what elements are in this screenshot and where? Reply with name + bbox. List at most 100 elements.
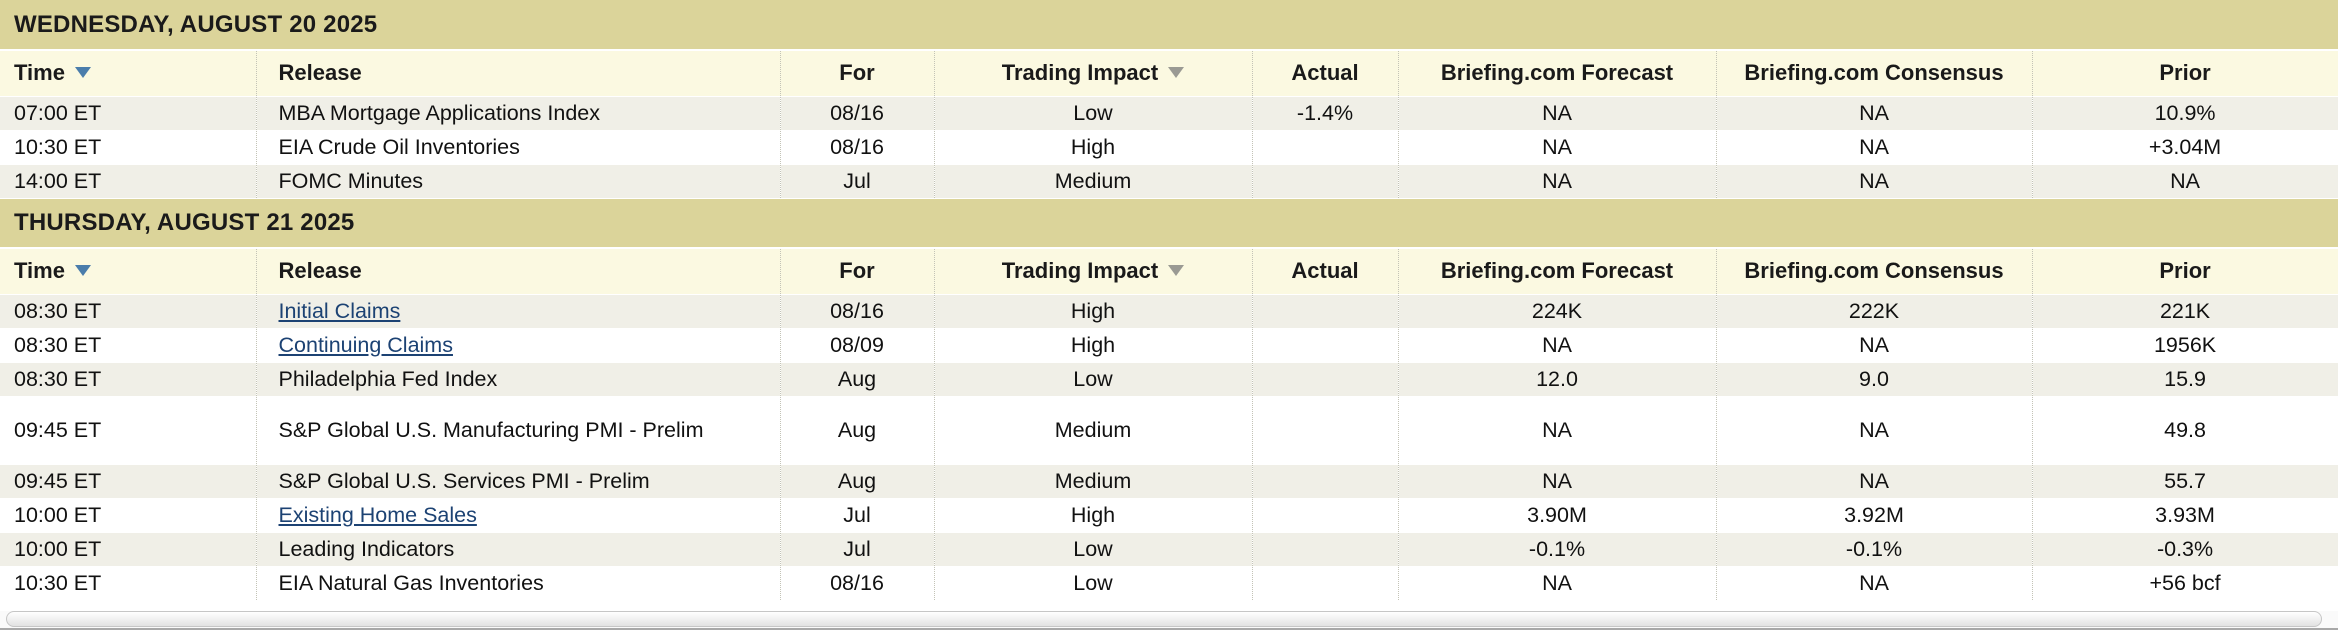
column-header-trading-impact[interactable]: Trading Impact — [934, 50, 1253, 97]
cell-release: Leading Indicators — [256, 532, 781, 567]
cell-consensus: NA — [1716, 396, 2033, 465]
calendar-row: 08:30 ET Philadelphia Fed Index Aug Low … — [0, 362, 2338, 397]
cell-prior: -0.3% — [2032, 532, 2338, 567]
time-sort-arrow-down-icon[interactable] — [74, 265, 91, 277]
cell-time: 08:30 ET — [0, 362, 257, 397]
release-link[interactable]: Continuing Claims — [278, 332, 453, 357]
release-link[interactable]: Initial Claims — [278, 298, 401, 323]
horizontal-scrollbar[interactable] — [0, 611, 2338, 628]
cell-consensus: NA — [1716, 96, 2033, 131]
column-header-forecast: Briefing.com Forecast — [1398, 50, 1717, 97]
column-header-time-label: Time — [14, 258, 65, 284]
release-name: EIA Crude Oil Inventories — [278, 134, 520, 159]
column-header-for: For — [780, 248, 935, 295]
cell-for: Aug — [780, 464, 935, 499]
column-header-consensus-label: Briefing.com Consensus — [1744, 258, 2004, 284]
cell-actual — [1252, 566, 1399, 601]
release-name: Leading Indicators — [278, 536, 455, 561]
cell-release: MBA Mortgage Applications Index — [256, 96, 781, 131]
cell-time: 10:00 ET — [0, 532, 257, 567]
trading-impact-sort-arrow-down-icon[interactable] — [1168, 265, 1185, 277]
column-header-for: For — [780, 50, 935, 97]
economic-calendar-table: WEDNESDAY, AUGUST 20 2025 Time Release F… — [0, 0, 2338, 601]
cell-forecast: NA — [1398, 566, 1717, 601]
cell-time: 10:30 ET — [0, 130, 257, 165]
cell-actual — [1252, 396, 1399, 465]
cell-time: 09:45 ET — [0, 396, 257, 465]
column-header-actual: Actual — [1252, 50, 1399, 97]
cell-actual — [1252, 328, 1399, 363]
cell-consensus: NA — [1716, 164, 2033, 199]
cell-for: 08/16 — [780, 566, 935, 601]
cell-trading-impact: High — [934, 498, 1253, 533]
release-name: EIA Natural Gas Inventories — [278, 570, 544, 595]
window-bottom-border — [0, 628, 2338, 630]
column-header-release: Release — [256, 248, 781, 295]
column-header-trading-impact[interactable]: Trading Impact — [934, 248, 1253, 295]
calendar-row: 07:00 ET MBA Mortgage Applications Index… — [0, 96, 2338, 131]
cell-prior: 3.93M — [2032, 498, 2338, 533]
column-header-forecast-label: Briefing.com Forecast — [1440, 258, 1674, 284]
release-name: MBA Mortgage Applications Index — [278, 100, 601, 125]
column-header-actual: Actual — [1252, 248, 1399, 295]
cell-consensus: NA — [1716, 566, 2033, 601]
column-header-forecast-label: Briefing.com Forecast — [1440, 60, 1674, 86]
release-name: S&P Global U.S. Manufacturing PMI - Prel… — [278, 417, 704, 442]
date-section-title: WEDNESDAY, AUGUST 20 2025 — [0, 0, 2338, 51]
cell-trading-impact: High — [934, 130, 1253, 165]
cell-consensus: 9.0 — [1716, 362, 2033, 397]
cell-trading-impact: High — [934, 294, 1253, 329]
cell-consensus: NA — [1716, 464, 2033, 499]
release-link[interactable]: Existing Home Sales — [278, 502, 477, 527]
cell-trading-impact: High — [934, 328, 1253, 363]
cell-trading-impact: Medium — [934, 464, 1253, 499]
calendar-row: 09:45 ET S&P Global U.S. Services PMI - … — [0, 464, 2338, 499]
cell-time: 08:30 ET — [0, 294, 257, 329]
cell-for: 08/16 — [780, 294, 935, 329]
cell-actual — [1252, 464, 1399, 499]
calendar-row: 09:45 ET S&P Global U.S. Manufacturing P… — [0, 396, 2338, 465]
cell-actual: -1.4% — [1252, 96, 1399, 131]
cell-release: EIA Natural Gas Inventories — [256, 566, 781, 601]
cell-forecast: NA — [1398, 164, 1717, 199]
column-header-consensus-label: Briefing.com Consensus — [1744, 60, 2004, 86]
cell-release: FOMC Minutes — [256, 164, 781, 199]
time-sort-arrow-down-icon[interactable] — [74, 67, 91, 79]
release-name: Philadelphia Fed Index — [278, 366, 498, 391]
column-header-consensus: Briefing.com Consensus — [1716, 248, 2033, 295]
cell-release: Philadelphia Fed Index — [256, 362, 781, 397]
column-header-row: Time Release For Trading Impact Actual B… — [0, 50, 2338, 97]
cell-for: Jul — [780, 498, 935, 533]
column-header-time-label: Time — [14, 60, 65, 86]
horizontal-scrollbar-thumb[interactable] — [6, 611, 2322, 627]
release-name: FOMC Minutes — [278, 168, 424, 193]
cell-for: 08/16 — [780, 130, 935, 165]
column-header-forecast: Briefing.com Forecast — [1398, 248, 1717, 295]
calendar-row: 10:30 ET EIA Natural Gas Inventories 08/… — [0, 566, 2338, 601]
date-section-header: THURSDAY, AUGUST 21 2025 — [0, 198, 2338, 249]
cell-forecast: 224K — [1398, 294, 1717, 329]
calendar-row: 14:00 ET FOMC Minutes Jul Medium NA NA N… — [0, 164, 2338, 199]
column-header-time[interactable]: Time — [0, 248, 257, 295]
date-section-title: THURSDAY, AUGUST 21 2025 — [0, 198, 2338, 249]
trading-impact-sort-arrow-down-icon[interactable] — [1168, 67, 1185, 79]
cell-for: Jul — [780, 532, 935, 567]
cell-prior: 49.8 — [2032, 396, 2338, 465]
cell-forecast: NA — [1398, 130, 1717, 165]
cell-prior: 221K — [2032, 294, 2338, 329]
cell-actual — [1252, 498, 1399, 533]
cell-forecast: -0.1% — [1398, 532, 1717, 567]
cell-prior: 55.7 — [2032, 464, 2338, 499]
column-header-prior-label: Prior — [2159, 60, 2211, 86]
cell-forecast: 3.90M — [1398, 498, 1717, 533]
column-header-time[interactable]: Time — [0, 50, 257, 97]
cell-forecast: NA — [1398, 396, 1717, 465]
column-header-actual-label: Actual — [1291, 60, 1359, 86]
cell-trading-impact: Low — [934, 532, 1253, 567]
cell-for: Aug — [780, 362, 935, 397]
cell-release: S&P Global U.S. Services PMI - Prelim — [256, 464, 781, 499]
cell-time: 10:00 ET — [0, 498, 257, 533]
calendar-row: 08:30 ET Continuing Claims 08/09 High NA… — [0, 328, 2338, 363]
column-header-release-label: Release — [278, 258, 362, 284]
cell-forecast: 12.0 — [1398, 362, 1717, 397]
